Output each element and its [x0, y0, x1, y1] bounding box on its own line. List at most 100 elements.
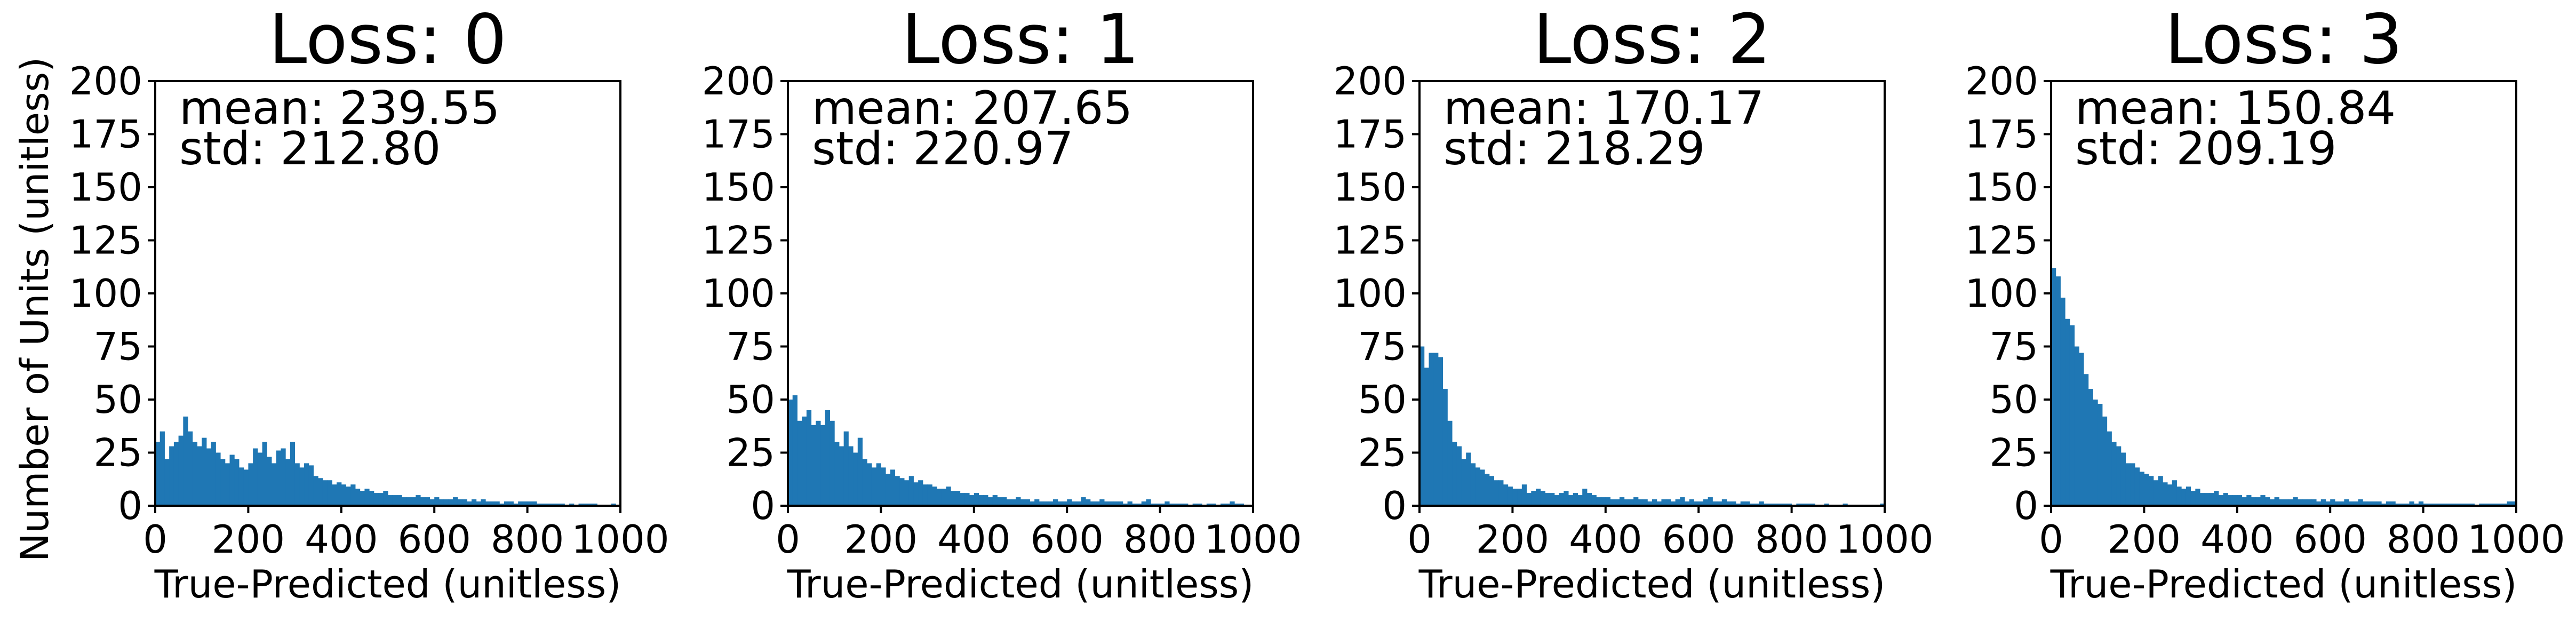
histogram-bar: [1480, 469, 1485, 506]
histogram-bar: [1685, 501, 1690, 506]
y-axis-ticks: 0 25 50 75 100 125 150 175 200: [1965, 59, 2051, 528]
histogram-bar: [1633, 497, 1639, 506]
y-tick-label: 125: [702, 218, 775, 263]
histogram-bar: [2163, 482, 2168, 506]
histogram-bar: [2316, 501, 2322, 506]
x-tick-label: 0: [143, 517, 168, 562]
y-tick-label: 50: [726, 377, 775, 422]
y-tick-label: 100: [1334, 271, 1407, 316]
y-tick-label: 25: [93, 430, 142, 475]
histogram-bar: [825, 410, 830, 506]
histogram-bar: [1053, 499, 1058, 506]
histogram-bar: [1656, 501, 1662, 506]
histogram-bar: [1745, 501, 1750, 506]
histogram-bar: [2507, 501, 2512, 506]
histogram-bar: [2107, 431, 2112, 506]
histogram-bar: [2330, 499, 2335, 506]
histogram-bar: [2334, 501, 2340, 506]
histogram-bars: [1419, 346, 1885, 506]
y-tick-label: 200: [69, 59, 142, 103]
histogram-bar: [299, 467, 305, 506]
histogram-bar: [360, 491, 365, 506]
histogram-bar: [378, 493, 384, 506]
histogram-bar: [1048, 501, 1054, 506]
histogram-bar: [1011, 499, 1016, 506]
histogram-bar: [508, 501, 514, 506]
histogram-bar: [1573, 493, 1578, 506]
x-axis-label: True-Predicted (unitless): [2050, 562, 2517, 607]
histogram-bar: [2130, 463, 2135, 506]
histogram-bar: [871, 467, 877, 506]
histogram-bar: [416, 495, 421, 506]
histogram-bar: [2298, 499, 2303, 506]
histogram-bar: [922, 484, 928, 506]
histogram-bar: [2134, 467, 2140, 506]
histogram-bar: [420, 497, 426, 506]
x-axis-ticks: 0 200 400 600 800 1000: [1407, 506, 1934, 562]
histogram-bar: [2284, 499, 2289, 506]
histogram-bar: [397, 495, 402, 506]
x-tick-label: 400: [305, 517, 378, 562]
histogram-bar: [1759, 501, 1764, 506]
histogram-bar: [2139, 472, 2144, 506]
y-tick-label: 0: [2014, 483, 2038, 528]
histogram-bar: [839, 446, 844, 506]
y-tick-label: 175: [69, 112, 142, 157]
histogram-bar: [848, 446, 854, 506]
histogram-bar: [294, 463, 300, 506]
histogram-bar: [1470, 463, 1476, 506]
histogram-bar: [834, 442, 840, 506]
histogram-bar: [853, 452, 858, 506]
histogram-bar: [2204, 493, 2210, 506]
histogram-bar: [1526, 493, 1532, 506]
histogram-bar: [257, 452, 263, 506]
histogram-bar: [2149, 476, 2154, 506]
histogram-bar: [2344, 499, 2349, 506]
histogram-bar: [2186, 487, 2191, 506]
y-tick-label: 150: [702, 165, 775, 210]
histogram-bar: [1619, 497, 1625, 506]
histogram-bar: [290, 442, 296, 506]
histogram-bar: [1564, 491, 1569, 506]
std-annotation: std: 220.97: [812, 122, 1073, 176]
histogram-bar: [1090, 501, 1096, 506]
histogram-bar: [867, 463, 872, 506]
y-tick-label: 25: [726, 430, 775, 475]
histogram-bar: [1230, 501, 1235, 506]
y-tick-label: 100: [702, 271, 775, 316]
histogram-bar: [1057, 501, 1063, 506]
histogram-bar: [1680, 497, 1685, 506]
histogram-bars: [155, 416, 616, 506]
histogram-bar: [318, 478, 323, 506]
x-tick-label: 200: [212, 517, 285, 562]
histogram-bar: [1615, 499, 1620, 506]
histogram-bar: [2055, 276, 2061, 506]
histogram-bar: [443, 499, 449, 506]
histogram-bar: [1689, 499, 1694, 506]
histogram-bar: [1016, 497, 1021, 506]
histogram-bar: [183, 416, 188, 506]
histogram-bar: [2409, 501, 2414, 506]
y-tick-label: 125: [1965, 218, 2038, 263]
std-annotation: std: 209.19: [2075, 122, 2336, 176]
histogram-bar: [2339, 501, 2344, 506]
histogram-bar: [234, 459, 240, 506]
histogram-bar: [243, 469, 249, 506]
x-axis-label: True-Predicted (unitless): [154, 562, 621, 607]
histogram-bar: [862, 459, 867, 506]
histogram-bar: [383, 491, 388, 506]
histogram-bar: [225, 463, 230, 506]
histogram-bar: [1577, 495, 1583, 506]
y-tick-label: 25: [1358, 430, 1407, 475]
histogram-bar: [2260, 495, 2266, 506]
histogram-bar: [1582, 489, 1588, 506]
histogram-bar: [267, 457, 272, 506]
histogram-bar: [2372, 501, 2377, 506]
histogram-bar: [992, 495, 998, 506]
histogram-bar: [216, 452, 221, 506]
histogram-bar: [2098, 403, 2103, 506]
x-tick-label: 600: [397, 517, 470, 562]
x-tick-label: 600: [1030, 517, 1103, 562]
std-annotation: std: 212.80: [179, 122, 441, 176]
